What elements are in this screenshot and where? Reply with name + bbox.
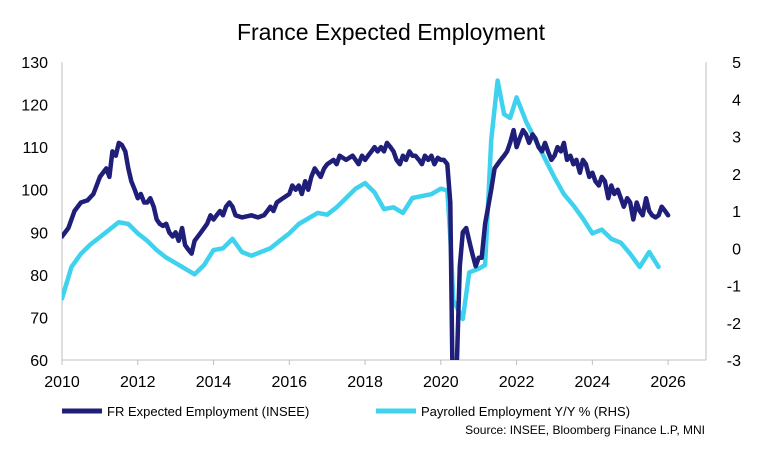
x-tick-label: 2020 [423,374,459,391]
left-tick-label: 100 [21,183,48,200]
x-tick-label: 2016 [271,374,307,391]
chart-title: France Expected Employment [237,19,546,45]
right-tick-label: 4 [732,92,741,109]
left-axis: 60 70 80 90 100 110 120 130 [21,55,48,370]
right-tick-label: -3 [727,353,741,370]
right-tick-label: -1 [727,279,741,296]
left-tick-label: 70 [30,310,48,327]
x-tick-label: 2014 [196,374,232,391]
right-axis: -3 -2 -1 0 1 2 3 4 5 [727,55,741,370]
plot-area [61,62,707,361]
source-note: Source: INSEE, Bloomberg Finance L.P, MN… [465,423,705,437]
left-tick-label: 130 [21,55,48,72]
series-lines [62,78,671,360]
x-tick-label: 2022 [499,374,535,391]
x-tick-label: 2012 [120,374,156,391]
x-axis: 2010 2012 2014 2016 2018 2020 2022 2024 2026 [44,360,686,391]
legend: FR Expected Employment (INSEE) Payrolled… [62,404,630,419]
left-tick-label: 120 [21,98,48,115]
x-tick-label: 2026 [650,374,686,391]
x-tick-label: 2010 [44,374,80,391]
right-tick-label: 1 [732,204,741,221]
left-tick-label: 80 [30,268,48,285]
legend-label-payrolled-employment: Payrolled Employment Y/Y % (RHS) [421,404,630,419]
left-tick-label: 90 [30,225,48,242]
right-tick-label: 3 [732,130,741,147]
x-tick-label: 2018 [347,374,383,391]
right-tick-label: -2 [727,316,741,333]
right-tick-label: 0 [732,241,741,258]
series-line-payrolled-employment [62,78,661,322]
legend-label-fr-expected-employment: FR Expected Employment (INSEE) [107,404,309,419]
series-line-fr-expected-employment [62,127,671,360]
left-tick-label: 60 [30,353,48,370]
left-tick-label: 110 [22,140,48,157]
right-tick-label: 5 [732,55,741,72]
right-tick-label: 2 [732,167,741,184]
x-tick-label: 2024 [575,374,611,391]
